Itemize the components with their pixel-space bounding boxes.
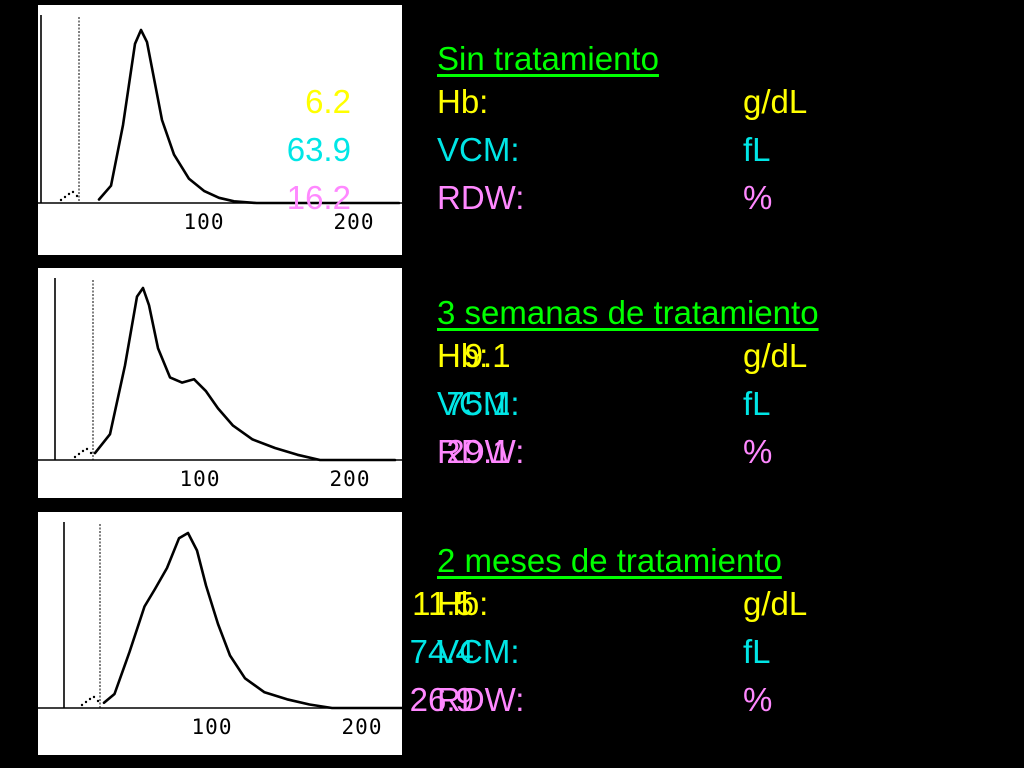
noise-dot	[92, 695, 96, 699]
hb-label: Hb:	[437, 83, 489, 120]
hb-unit: g/dL	[743, 83, 808, 120]
hb-value: 6.2	[305, 83, 351, 120]
hb-row: Hb: 11.5 g/dL	[412, 580, 807, 628]
rdw-row: RDW: 29.1 %	[437, 428, 819, 476]
histogram-curve	[102, 531, 402, 710]
noise-dot	[89, 451, 93, 455]
vcm-value: 63.9	[286, 131, 351, 168]
x-tick-label: 100	[192, 715, 233, 739]
histogram-panel-1: 100 200	[38, 5, 402, 255]
section-title: 3 semanas de tratamiento	[437, 294, 819, 331]
rdw-unit: %	[743, 179, 773, 216]
histogram-chart-1: 100 200	[38, 15, 402, 234]
noise-dot	[81, 449, 85, 453]
vcm-label: VCM:	[437, 131, 520, 168]
hb-row: Hb: 6.2 g/dL	[305, 78, 807, 126]
x-tick-label: 100	[180, 467, 221, 491]
hb-unit: g/dL	[743, 337, 808, 374]
rdw-value: 29.1	[446, 433, 511, 470]
noise-dot	[88, 697, 92, 701]
vcm-unit: fL	[743, 131, 771, 168]
noise-dot	[71, 190, 75, 194]
rdw-unit: %	[743, 433, 773, 470]
noise-dot	[67, 192, 71, 196]
rdw-unit: %	[743, 681, 773, 718]
vcm-value: 75.1	[446, 385, 511, 422]
hb-label: Hb:	[437, 337, 489, 374]
hb-value: 9.1	[464, 337, 511, 374]
vcm-unit: fL	[743, 385, 771, 422]
rdw-value: 26.9	[409, 681, 474, 718]
rdw-label: RDW:	[437, 179, 525, 216]
x-tick-label: 200	[334, 210, 375, 234]
noise-dot	[80, 703, 84, 707]
noise-dot	[84, 700, 88, 704]
histogram-panel-2: 100 200	[38, 268, 402, 498]
noise-dot	[63, 195, 67, 199]
hb-row: Hb: 9.1 g/dL	[437, 332, 819, 380]
section-title: Sin tratamiento	[437, 40, 659, 77]
info-block-1: Sin tratamiento Hb: 6.2 g/dL VCM: 63.9 f…	[287, 40, 808, 222]
hb-label: Hb:	[437, 585, 489, 622]
histogram-chart-2: 100 200	[38, 278, 402, 491]
x-tick-label: 200	[330, 467, 371, 491]
section-title: 2 meses de tratamiento	[437, 542, 782, 579]
x-tick-label: 100	[184, 210, 225, 234]
x-tick-label: 200	[342, 715, 383, 739]
vcm-row: VCM: 75.1 fL	[437, 380, 819, 428]
noise-dot	[85, 447, 89, 451]
noise-dot	[73, 455, 77, 459]
vcm-label: VCM:	[437, 385, 520, 422]
rdw-label: RDW:	[437, 433, 525, 470]
noise-dot	[96, 699, 100, 703]
vcm-value: 74.4	[409, 633, 474, 670]
noise-dot	[77, 452, 81, 456]
histogram-panel-3: 100 200	[38, 512, 402, 755]
noise-dot	[75, 194, 79, 198]
histogram-curve	[97, 28, 401, 205]
histogram-chart-3: 100 200	[38, 522, 402, 739]
rdw-value: 16.2	[286, 179, 351, 216]
vcm-row: VCM: 63.9 fL	[287, 126, 771, 174]
noise-dot	[59, 198, 63, 202]
vcm-label: VCM:	[437, 633, 520, 670]
vcm-unit: fL	[743, 633, 771, 670]
info-block-3: 2 meses de tratamiento Hb: 11.5 g/dL VCM…	[410, 542, 808, 724]
rdw-row: RDW: 26.9 %	[410, 676, 782, 724]
hb-unit: g/dL	[743, 585, 808, 622]
info-block-2: 3 semanas de tratamiento Hb: 9.1 g/dL VC…	[437, 294, 819, 476]
vcm-row: VCM: 74.4 fL	[410, 628, 782, 676]
rdw-label: RDW:	[437, 681, 525, 718]
histogram-curve	[93, 286, 397, 462]
hb-value: 11.5	[412, 585, 474, 622]
rdw-row: RDW: 16.2 %	[287, 174, 773, 222]
